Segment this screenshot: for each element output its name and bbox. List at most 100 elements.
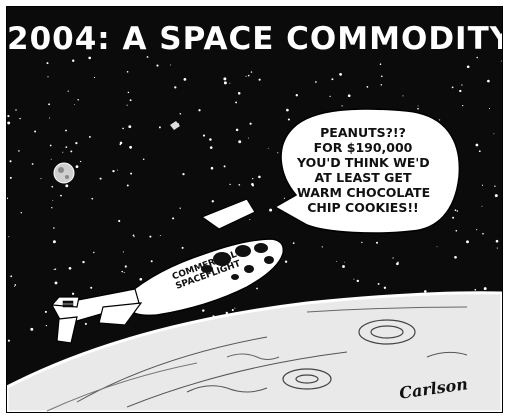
star — [223, 81, 227, 85]
star — [181, 246, 184, 249]
star — [84, 322, 87, 325]
star — [482, 232, 484, 235]
star — [245, 75, 247, 77]
star — [277, 152, 279, 154]
star — [20, 211, 23, 214]
star — [496, 247, 498, 249]
star — [127, 91, 130, 94]
star — [9, 160, 12, 163]
star — [159, 235, 161, 236]
star — [54, 268, 57, 270]
star — [315, 81, 317, 83]
star — [339, 73, 342, 76]
star — [14, 284, 17, 286]
star — [247, 74, 250, 77]
star — [366, 86, 369, 88]
star — [18, 150, 20, 152]
star — [19, 117, 21, 120]
star — [462, 105, 464, 107]
star — [142, 158, 145, 161]
star — [500, 60, 502, 62]
star — [53, 227, 55, 229]
star — [126, 71, 129, 73]
star — [77, 98, 79, 101]
star — [380, 84, 383, 86]
speech-bubble — [273, 108, 461, 234]
star — [130, 172, 133, 175]
star — [139, 277, 143, 281]
star — [283, 197, 285, 199]
star — [392, 257, 394, 259]
star — [353, 278, 355, 280]
star — [258, 175, 261, 179]
small-satellite — [170, 121, 180, 130]
speech-line: CHIP COOKIES!! — [307, 200, 419, 215]
star — [93, 76, 96, 79]
star — [248, 137, 249, 139]
star — [476, 229, 478, 231]
star — [451, 86, 454, 89]
star — [40, 177, 42, 180]
star — [75, 165, 79, 169]
star — [329, 95, 331, 98]
star — [123, 271, 125, 274]
star — [7, 339, 10, 342]
star — [49, 117, 51, 119]
star — [54, 281, 58, 285]
star — [380, 75, 383, 78]
star — [118, 219, 121, 223]
star — [122, 127, 124, 130]
star — [132, 234, 135, 237]
star — [494, 185, 496, 187]
star — [47, 76, 49, 78]
star — [379, 63, 382, 65]
star — [347, 94, 351, 98]
star — [90, 286, 93, 289]
star — [209, 138, 212, 141]
star — [174, 86, 177, 89]
star — [10, 275, 13, 278]
star — [225, 311, 228, 315]
star — [209, 146, 213, 149]
star — [343, 261, 345, 263]
star — [31, 163, 34, 165]
star — [249, 219, 251, 221]
star — [119, 141, 123, 145]
star — [117, 169, 118, 171]
star — [292, 242, 295, 244]
star — [488, 107, 490, 110]
star — [229, 82, 231, 84]
speech-line: FOR $190,000 — [313, 140, 413, 155]
star — [202, 134, 206, 137]
star — [211, 200, 214, 203]
star — [284, 260, 288, 263]
star — [487, 79, 490, 83]
star — [53, 268, 55, 271]
speech-line: AT LEAST GET — [314, 170, 412, 185]
star — [331, 78, 334, 81]
star — [235, 101, 238, 104]
star — [481, 184, 484, 186]
star — [62, 151, 64, 153]
star — [238, 183, 241, 186]
star — [417, 107, 419, 110]
star — [495, 239, 499, 243]
star — [287, 118, 290, 121]
star — [112, 169, 115, 173]
speech-bubble-text: PEANUTS?!? FOR $190,000 YOU'D THINK WE'D… — [297, 125, 430, 215]
star — [402, 95, 404, 97]
star — [126, 104, 128, 106]
star — [45, 324, 48, 327]
star — [436, 246, 438, 248]
star — [170, 64, 172, 66]
star — [223, 77, 227, 81]
star — [356, 279, 360, 283]
star — [455, 229, 458, 232]
star — [250, 71, 253, 73]
star — [71, 292, 75, 295]
star — [129, 145, 133, 149]
star — [150, 260, 153, 263]
speech-line: YOU'D THINK WE'D — [297, 155, 430, 170]
speech-line: PEANUTS?!? — [320, 125, 406, 140]
star — [237, 92, 241, 95]
